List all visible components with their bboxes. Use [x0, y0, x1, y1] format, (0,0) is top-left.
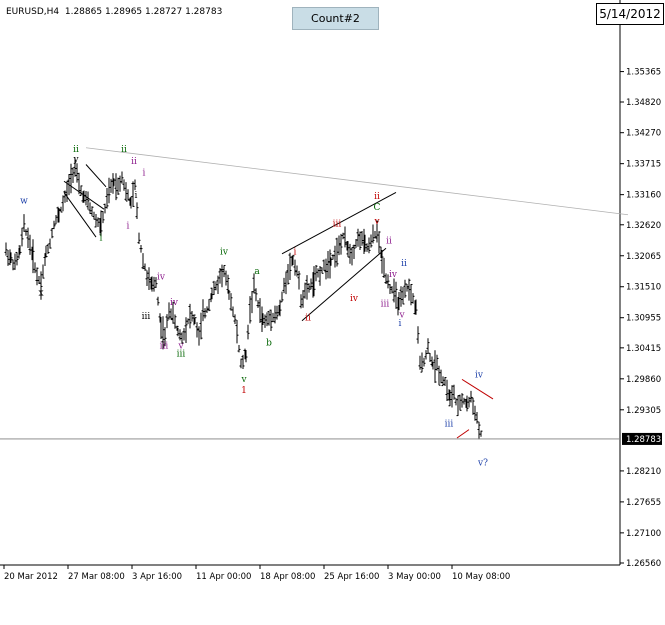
trendline: [301, 247, 387, 322]
price-tick-label: 1.27100: [626, 529, 661, 539]
current-price-tag: [622, 432, 662, 445]
price-tick-label: 1.33160: [626, 191, 661, 201]
time-tick-label: 20 Mar 2012: [4, 572, 58, 582]
trendline: [85, 147, 629, 216]
wave-label: y: [72, 155, 79, 165]
wave-label: iv: [475, 370, 484, 380]
wave-label: ii: [401, 259, 407, 269]
wave-label: w: [20, 197, 28, 207]
price-chart: 1.28783 1.35365 1.34820 1.34270 1.33715 1.33…: [0, 0, 662, 582]
wave-label: i: [399, 319, 402, 329]
wave-label: i: [143, 169, 146, 179]
wave-label: C: [374, 203, 381, 213]
time-tick-label: 3 Apr 16:00: [132, 572, 182, 582]
symbol-name: EURUSD,H4: [6, 7, 60, 17]
symbol-quotes: 1.28865 1.28965 1.28727 1.28783: [64, 7, 223, 17]
time-tick-label: 11 Apr 00:00: [196, 572, 251, 582]
time-tick-label: 25 Apr 16:00: [324, 572, 379, 582]
price-tick-label: 1.29305: [626, 406, 661, 416]
trendline: [63, 192, 97, 238]
time-tick-label: 10 May 08:00: [452, 572, 510, 582]
price-axis-ticks: 1.35365 1.34820 1.34270 1.33715 1.33160 1.326…: [620, 68, 661, 569]
time-axis-ticks: 20 Mar 2012 27 Mar 08:00 3 Apr 16:00 11 Apr…: [3, 565, 510, 582]
wave-label: ii: [386, 236, 392, 246]
wave-label: i: [135, 191, 138, 201]
price-tick-label: 1.27655: [626, 498, 661, 508]
wave-label: i: [100, 234, 103, 244]
time-tick-label: 18 Apr 08:00: [260, 572, 315, 582]
wave-label: v: [373, 217, 380, 227]
wave-label: i: [127, 221, 130, 231]
wave-label: v: [240, 375, 247, 385]
price-bars: [4, 158, 483, 440]
price-tick-label: 1.28210: [626, 467, 661, 477]
date-label: 5/14/2012: [596, 3, 664, 25]
trendline: [456, 429, 470, 439]
count-label: Count#2: [292, 7, 379, 30]
plot-area: [0, 0, 620, 565]
price-tick-label: 1.32065: [626, 252, 661, 262]
wave-label: ii: [305, 313, 311, 323]
trendline: [85, 164, 107, 188]
wave-label: iii: [381, 299, 390, 309]
price-tick-label: 1.30415: [626, 344, 661, 354]
price-tick-label: 1.29860: [626, 375, 661, 385]
time-tick-label: 3 May 00:00: [388, 572, 441, 582]
wave-label: iv: [350, 294, 359, 304]
wave-label: ii: [131, 157, 137, 167]
wave-label: iii: [160, 341, 169, 351]
wave-label: x: [38, 288, 43, 298]
price-tick-label: 1.26560: [626, 559, 661, 569]
wave-label: iii: [333, 220, 342, 230]
wave-label: i: [294, 248, 297, 258]
wave-label: iv: [170, 298, 179, 308]
wave-label: v: [398, 311, 405, 321]
wave-label: iv: [220, 248, 229, 258]
symbol-header: EURUSD,H4 1.28865 1.28965 1.28727 1.2878…: [6, 7, 222, 17]
wave-label: iv: [389, 270, 398, 280]
price-tick-label: 1.34270: [626, 129, 661, 139]
wave-label: iv: [157, 273, 166, 283]
wave-label: iii: [142, 312, 151, 322]
price-tick-label: 1.35365: [626, 68, 661, 78]
price-tick-label: 1.33715: [626, 160, 661, 170]
price-tick-label: 1.31510: [626, 283, 661, 293]
wave-label: iii: [177, 350, 186, 360]
wave-label: v: [177, 341, 184, 351]
time-tick-label: 27 Mar 08:00: [68, 572, 125, 582]
price-tick-label: 1.30955: [626, 314, 661, 324]
current-price-value: 1.28783: [626, 435, 661, 445]
wave-label: ii: [121, 145, 127, 155]
current-price-line: 1.28783: [0, 432, 662, 445]
wave-label: iii: [445, 419, 454, 429]
chart-frame: 1.28783 1.35365 1.34820 1.34270 1.33715 1.33…: [0, 0, 664, 582]
trendline: [461, 378, 494, 400]
price-tick-label: 1.34820: [626, 98, 661, 108]
wave-label: 1: [241, 386, 247, 396]
wave-label: ii: [374, 192, 380, 202]
wave-label: a: [254, 267, 260, 277]
wave-label: ii: [73, 145, 79, 155]
wave-label: b: [266, 339, 272, 349]
wave-label: v?: [477, 459, 488, 469]
price-tick-label: 1.32620: [626, 221, 661, 231]
trendline: [281, 191, 397, 255]
